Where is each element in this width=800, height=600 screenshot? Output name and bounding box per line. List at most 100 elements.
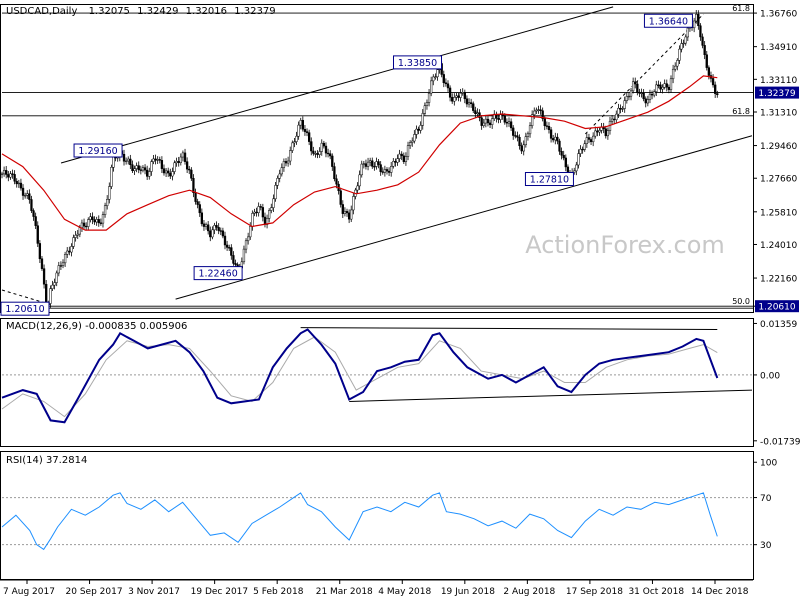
candle-body: [5, 170, 8, 175]
candle-body: [583, 143, 586, 150]
price-tick-label: 1.33110: [760, 76, 797, 86]
macd-tick-label: 0.01359: [760, 320, 797, 330]
candle-body: [148, 171, 151, 177]
candle-body: [85, 225, 88, 228]
rsi-panel-frame: [0, 451, 754, 580]
candle-body: [7, 174, 10, 178]
date-tick-label: 21 Mar 2018: [316, 587, 373, 597]
candle-body: [661, 86, 664, 90]
candle-body: [686, 27, 689, 38]
level-label: 61.8: [732, 107, 750, 116]
candle-body: [482, 122, 485, 126]
candle-body: [659, 84, 662, 90]
candle-body: [714, 84, 717, 94]
candle-body: [251, 213, 254, 227]
price-tick-label: 1.34910: [760, 43, 797, 53]
candle-body: [198, 204, 201, 214]
candle-body: [514, 135, 517, 137]
candle-body: [99, 222, 103, 224]
candle-body: [360, 163, 363, 176]
watermark-text: ActionForex.com: [525, 231, 725, 259]
candle-body: [177, 161, 180, 163]
annotation-box: [193, 266, 243, 281]
candle-body: [28, 193, 31, 200]
candle-body: [638, 91, 641, 94]
candle-body: [501, 114, 504, 116]
price-tick-label: 1.29460: [760, 142, 797, 152]
price-tick-label: 1.31310: [760, 108, 797, 118]
candle-body: [162, 168, 166, 174]
candle-body: [562, 154, 565, 159]
candle-body: [520, 145, 523, 152]
candle-body: [379, 164, 382, 172]
candle-body: [217, 227, 220, 231]
date-tick-label: 2 Aug 2018: [503, 587, 555, 597]
candle-body: [297, 124, 300, 137]
candle-body: [642, 92, 645, 100]
candle-body: [263, 216, 267, 225]
macd-trend-lines: [300, 327, 753, 402]
candle-body: [289, 150, 292, 162]
candle-body: [682, 42, 685, 45]
candle-body: [146, 169, 149, 177]
price-panel: USDCAD,Daily 1.32075 1.32429 1.32016 1.3…: [0, 4, 799, 316]
candle-body: [581, 148, 584, 151]
candle-body: [76, 233, 79, 236]
candle-body: [366, 161, 370, 167]
candle-body: [619, 107, 622, 110]
candle-body: [234, 263, 237, 265]
candle-body: [261, 207, 265, 218]
candle-body: [594, 130, 597, 137]
candle-body: [537, 109, 540, 111]
date-tick-label: 4 May 2018: [378, 587, 431, 597]
candle-body: [627, 95, 631, 98]
symbol-label: USDCAD,Daily: [6, 6, 77, 17]
candle-body: [526, 133, 530, 137]
candle-body: [293, 141, 296, 144]
candle-body: [451, 97, 454, 102]
candle-body: [592, 135, 595, 143]
annotation-box: [643, 13, 693, 28]
candle-body: [436, 69, 439, 78]
candle-body: [512, 127, 515, 136]
candlestick-series: [0, 10, 719, 308]
candle-body: [255, 211, 258, 214]
candle-body: [225, 244, 229, 248]
candle-body: [400, 153, 403, 157]
candle-body: [543, 118, 546, 126]
ohlc-close: 1.32379: [234, 6, 275, 17]
candle-body: [478, 112, 481, 118]
candle-body: [280, 167, 283, 175]
candle-body: [316, 153, 319, 155]
candle-body: [202, 223, 206, 227]
candle-body: [40, 258, 44, 269]
candle-body: [421, 113, 424, 126]
ohlc-high: 1.32429: [137, 6, 178, 17]
candle-body: [444, 82, 448, 85]
candle-body: [613, 118, 616, 121]
date-tick-label: 3 Nov 2017: [128, 587, 180, 597]
annotation-label: 1.20610: [5, 304, 44, 315]
candle-body: [446, 83, 450, 89]
candle-body: [274, 185, 277, 200]
candle-body: [629, 90, 633, 97]
candle-body: [558, 140, 561, 152]
candle-body: [453, 97, 456, 102]
candle-body: [385, 169, 389, 172]
candle-body: [63, 254, 67, 264]
candle-body: [30, 199, 33, 211]
price-tick-label: 1.22160: [760, 275, 797, 285]
candle-body: [110, 167, 113, 187]
candle-body: [430, 80, 433, 94]
candle-body: [377, 161, 380, 165]
candle-body: [417, 128, 420, 131]
candle-body: [699, 25, 702, 38]
candle-body: [185, 161, 189, 170]
candle-body: [476, 112, 479, 115]
candle-body: [181, 152, 185, 158]
candle-body: [680, 43, 683, 50]
candle-body: [469, 102, 473, 104]
candle-body: [45, 283, 48, 305]
rsi-tick-label: 70: [760, 494, 772, 504]
candle-body: [230, 247, 233, 256]
